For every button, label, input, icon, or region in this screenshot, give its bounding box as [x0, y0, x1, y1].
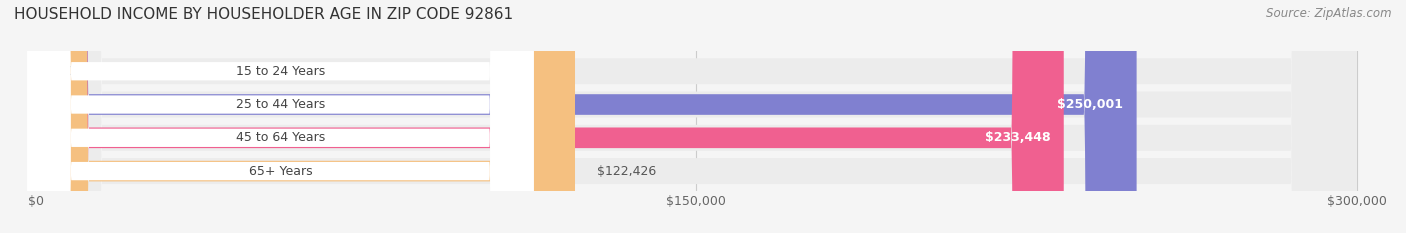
FancyBboxPatch shape: [37, 0, 1357, 233]
FancyBboxPatch shape: [27, 0, 533, 233]
Text: 65+ Years: 65+ Years: [249, 164, 312, 178]
FancyBboxPatch shape: [37, 0, 1357, 233]
Text: $122,426: $122,426: [598, 164, 657, 178]
Text: $0: $0: [58, 65, 75, 78]
FancyBboxPatch shape: [37, 0, 1064, 233]
Text: Source: ZipAtlas.com: Source: ZipAtlas.com: [1267, 7, 1392, 20]
FancyBboxPatch shape: [27, 0, 533, 233]
FancyBboxPatch shape: [37, 0, 1357, 233]
Text: 25 to 44 Years: 25 to 44 Years: [236, 98, 325, 111]
FancyBboxPatch shape: [27, 0, 533, 233]
Text: 15 to 24 Years: 15 to 24 Years: [236, 65, 325, 78]
Text: $250,001: $250,001: [1057, 98, 1123, 111]
FancyBboxPatch shape: [37, 0, 575, 233]
Text: 45 to 64 Years: 45 to 64 Years: [236, 131, 325, 144]
FancyBboxPatch shape: [37, 0, 1357, 233]
FancyBboxPatch shape: [27, 0, 533, 233]
Text: HOUSEHOLD INCOME BY HOUSEHOLDER AGE IN ZIP CODE 92861: HOUSEHOLD INCOME BY HOUSEHOLDER AGE IN Z…: [14, 7, 513, 22]
Text: $233,448: $233,448: [986, 131, 1050, 144]
FancyBboxPatch shape: [37, 0, 1136, 233]
